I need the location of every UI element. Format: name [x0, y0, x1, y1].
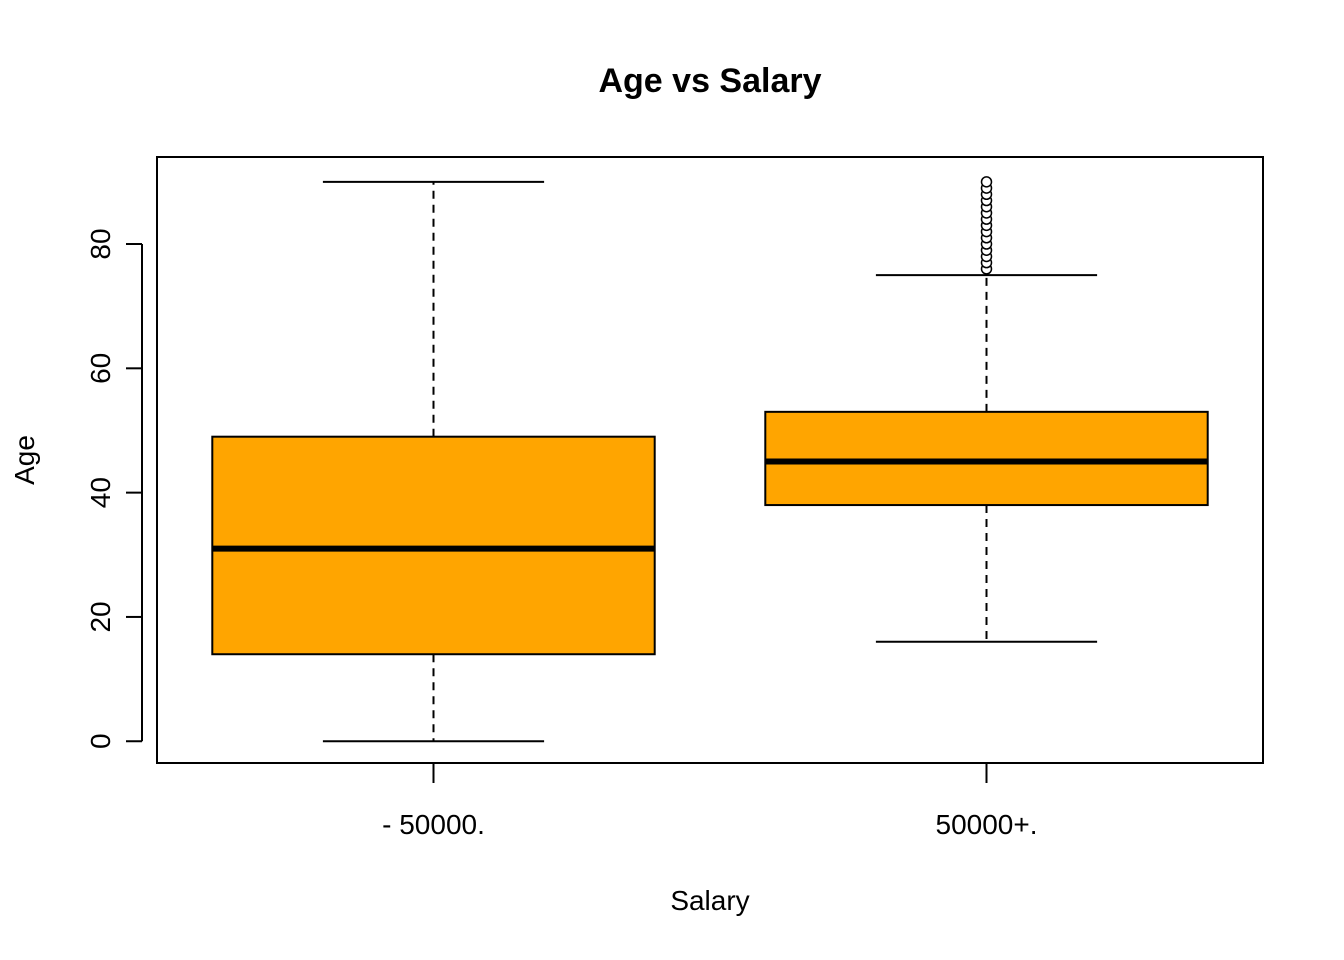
- x-axis: - 50000. 50000+.: [382, 763, 1038, 840]
- y-tick-label: 80: [85, 228, 116, 259]
- y-tick-label: 0: [85, 733, 116, 749]
- y-axis: 0 20 40 60 80: [85, 228, 143, 749]
- y-tick-label: 40: [85, 477, 116, 508]
- box-iqr: [764, 410, 1209, 507]
- y-axis-label: Age: [9, 435, 40, 485]
- chart-title: Age vs Salary: [598, 62, 821, 100]
- y-tick-label: 60: [85, 353, 116, 384]
- box-iqr: [211, 435, 656, 656]
- boxes: [211, 176, 1209, 743]
- x-tick-label: - 50000.: [382, 809, 485, 840]
- y-tick-label: 20: [85, 601, 116, 632]
- outlier-point: [980, 176, 993, 188]
- x-tick-label: 50000+.: [936, 809, 1038, 840]
- plot-frame: [156, 156, 1264, 764]
- x-axis-label: Salary: [670, 885, 749, 916]
- box-group: [764, 176, 1209, 643]
- box-group: [211, 180, 656, 743]
